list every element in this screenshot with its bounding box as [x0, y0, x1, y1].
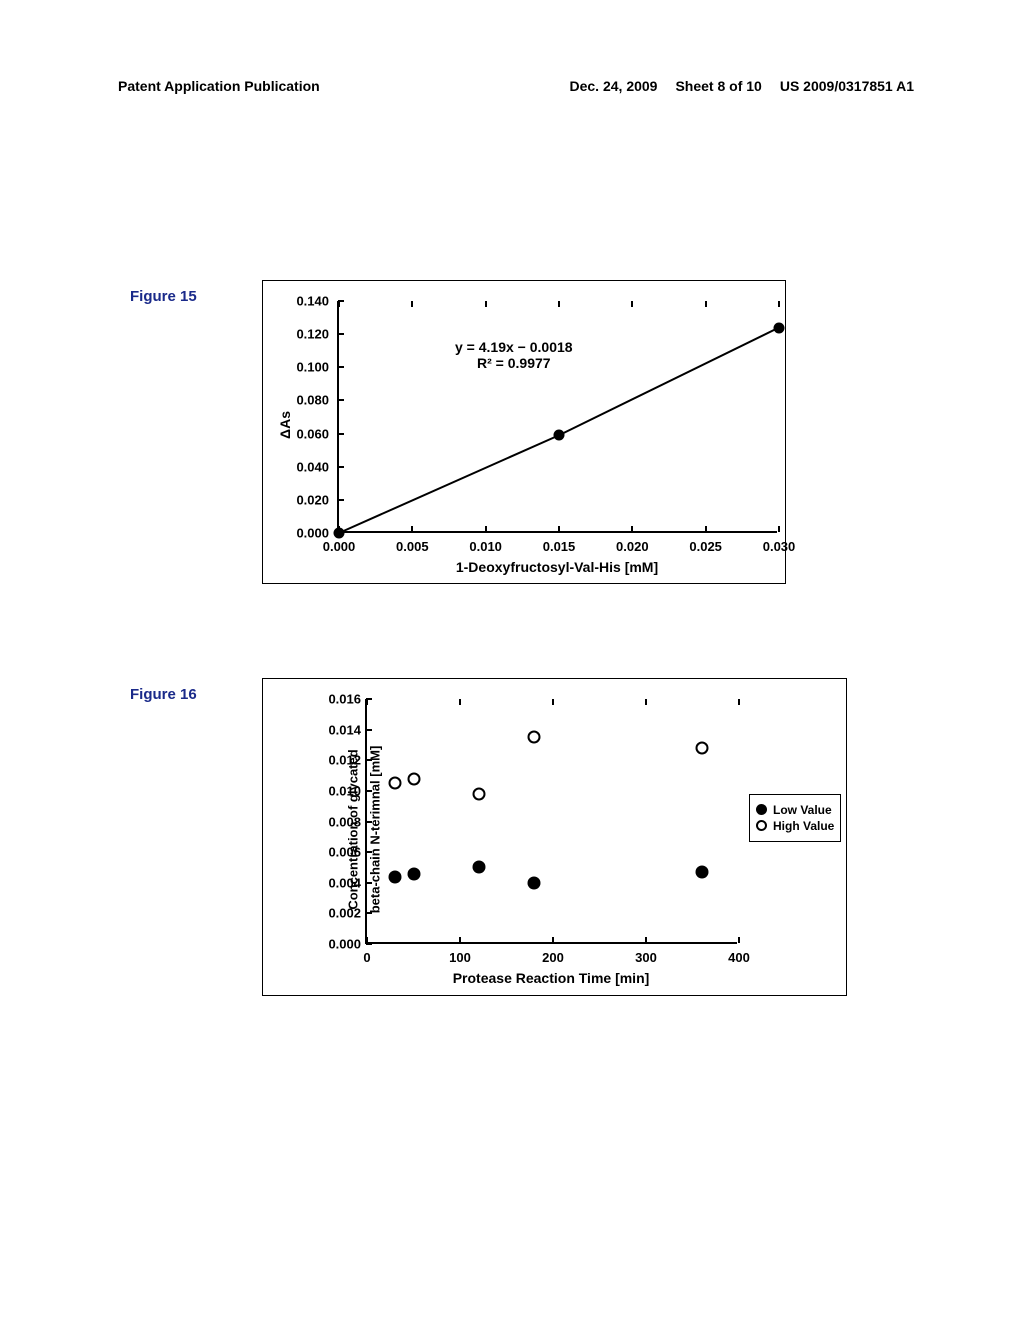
- figure15-plot: 0.0000.0200.0400.0600.0800.1000.1200.140…: [337, 301, 777, 533]
- xtick-label: 0.025: [689, 539, 722, 554]
- tick-x-top: [366, 699, 368, 705]
- tick-x-top: [552, 699, 554, 705]
- low-point: [388, 870, 401, 883]
- header-left: Patent Application Publication: [118, 78, 320, 94]
- tick-x-top: [645, 699, 647, 705]
- legend-high: High Value: [756, 819, 834, 833]
- tick-x-top: [778, 301, 780, 307]
- low-point: [695, 866, 708, 879]
- low-point: [407, 867, 420, 880]
- tick-y: [338, 433, 344, 435]
- tick-x-top: [631, 301, 633, 307]
- figure15-equation: y = 4.19x − 0.0018 R² = 0.9977: [455, 339, 573, 371]
- figure16-xlabel: Protease Reaction Time [min]: [453, 970, 650, 986]
- legend-low: Low Value: [756, 803, 834, 817]
- tick-x: [485, 526, 487, 532]
- tick-x: [778, 526, 780, 532]
- tick-x-top: [411, 301, 413, 307]
- tick-x-top: [459, 699, 461, 705]
- high-point: [388, 777, 401, 790]
- tick-x-top: [705, 301, 707, 307]
- data-point: [774, 322, 785, 333]
- ytick-label: 0.120: [279, 327, 329, 342]
- xtick-label: 100: [449, 950, 471, 965]
- data-point: [554, 430, 565, 441]
- figure16-ylabel-l2: beta-chain N-terimnal [mM]: [367, 745, 382, 913]
- ytick-label: 0.000: [279, 526, 329, 541]
- legend-low-label: Low Value: [773, 803, 832, 817]
- legend-high-label: High Value: [773, 819, 834, 833]
- figure16-plot: 0.0000.0020.0040.0060.0080.0100.0120.014…: [365, 699, 737, 944]
- header-date: Dec. 24, 2009: [570, 78, 658, 94]
- high-point: [472, 787, 485, 800]
- figure15-label: Figure 15: [130, 288, 197, 305]
- legend-marker-high-icon: [756, 820, 767, 831]
- xtick-label: 400: [728, 950, 750, 965]
- ytick-label: 0.014: [313, 722, 361, 737]
- tick-x-top: [485, 301, 487, 307]
- ytick-label: 0.100: [279, 360, 329, 375]
- figure15-xlabel: 1-Deoxyfructosyl-Val-His [mM]: [456, 559, 658, 575]
- page-header: Patent Application Publication Dec. 24, …: [0, 78, 1024, 94]
- tick-x: [366, 937, 368, 943]
- figure15-ylabel: ΔAs: [277, 411, 293, 439]
- tick-x-top: [738, 699, 740, 705]
- high-point: [528, 731, 541, 744]
- tick-y: [338, 399, 344, 401]
- xtick-label: 0.005: [396, 539, 429, 554]
- xtick-label: 0.030: [763, 539, 796, 554]
- data-point: [334, 528, 345, 539]
- xtick-label: 0: [363, 950, 370, 965]
- ytick-label: 0.040: [279, 459, 329, 474]
- legend-marker-low-icon: [756, 804, 767, 815]
- figure16-frame: 0.0000.0020.0040.0060.0080.0100.0120.014…: [262, 678, 847, 996]
- header-sheet: Sheet 8 of 10: [675, 78, 761, 94]
- figure16-legend: Low Value High Value: [749, 794, 841, 842]
- tick-x: [738, 937, 740, 943]
- tick-x: [645, 937, 647, 943]
- tick-x: [558, 526, 560, 532]
- xtick-label: 200: [542, 950, 564, 965]
- tick-x-top: [558, 301, 560, 307]
- tick-y: [338, 499, 344, 501]
- figure15-frame: 0.0000.0200.0400.0600.0800.1000.1200.140…: [262, 280, 786, 584]
- tick-y: [338, 366, 344, 368]
- header-pubno: US 2009/0317851 A1: [780, 78, 914, 94]
- low-point: [528, 876, 541, 889]
- xtick-label: 0.010: [469, 539, 502, 554]
- eq-line1: y = 4.19x − 0.0018: [455, 339, 573, 355]
- eq-line2: R² = 0.9977: [455, 355, 573, 371]
- low-point: [472, 861, 485, 874]
- figure16-label: Figure 16: [130, 686, 197, 703]
- ytick-label: 0.016: [313, 692, 361, 707]
- ytick-label: 0.080: [279, 393, 329, 408]
- figure16-ylabel-l1: Concentration of glycated: [346, 749, 361, 909]
- tick-x: [631, 526, 633, 532]
- tick-y: [338, 333, 344, 335]
- high-point: [695, 742, 708, 755]
- figure15-line: [339, 301, 779, 533]
- xtick-label: 0.020: [616, 539, 649, 554]
- tick-y: [366, 729, 372, 731]
- header-right: Dec. 24, 2009 Sheet 8 of 10 US 2009/0317…: [570, 78, 915, 94]
- tick-x: [552, 937, 554, 943]
- ytick-label: 0.000: [313, 937, 361, 952]
- xtick-label: 0.015: [543, 539, 576, 554]
- tick-y: [366, 943, 372, 945]
- xtick-label: 300: [635, 950, 657, 965]
- ytick-label: 0.140: [279, 294, 329, 309]
- tick-y: [338, 466, 344, 468]
- ytick-label: 0.020: [279, 492, 329, 507]
- tick-x: [411, 526, 413, 532]
- tick-x: [459, 937, 461, 943]
- xtick-label: 0.000: [323, 539, 356, 554]
- high-point: [407, 772, 420, 785]
- tick-x-top: [338, 301, 340, 307]
- tick-x: [705, 526, 707, 532]
